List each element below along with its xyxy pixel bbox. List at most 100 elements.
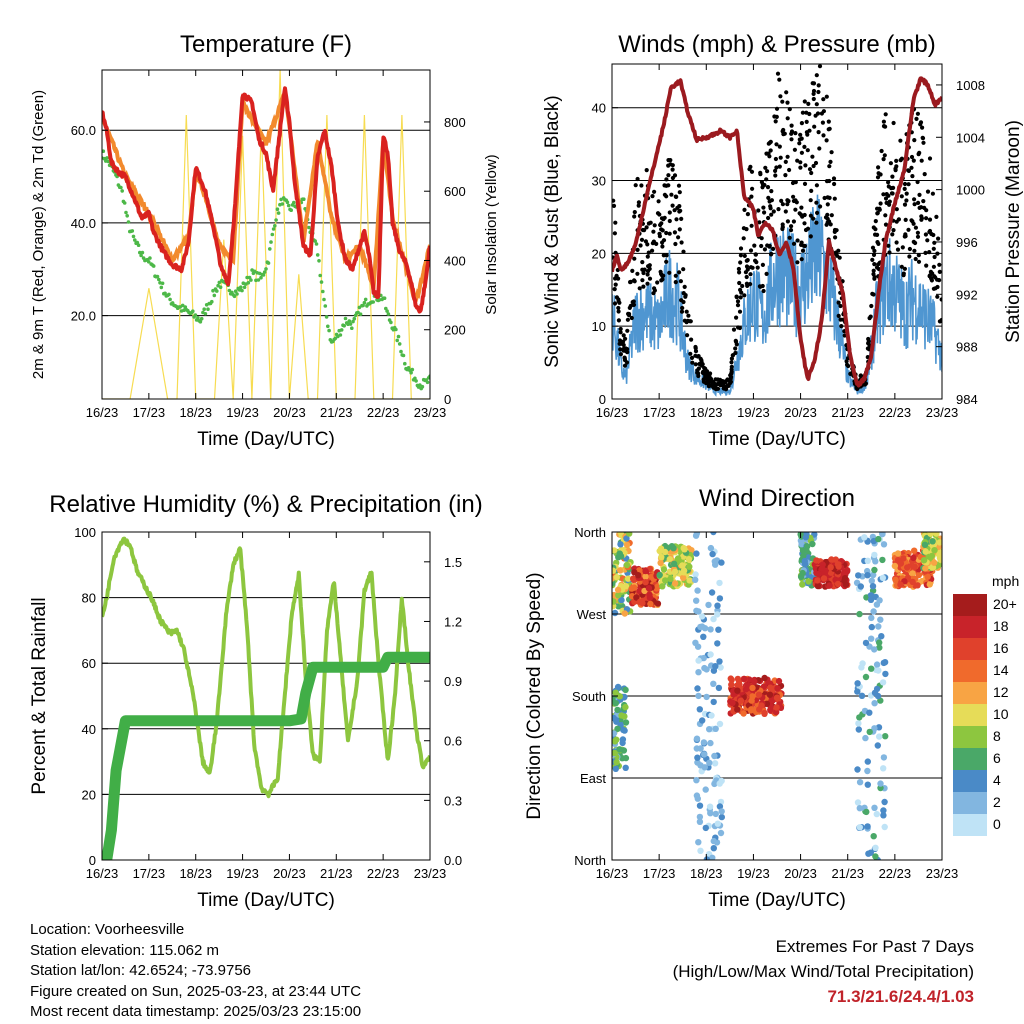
y-tick-label: 60 [82,656,96,671]
point-gust [621,333,626,338]
point-wind-direction [645,585,653,592]
point-gust [915,111,921,116]
point-gust [744,227,749,232]
point-gust [645,281,650,286]
point-gust [637,286,642,291]
point-gust [664,177,669,182]
point-dewpoint [317,259,321,263]
point-gust [792,147,798,152]
point-wind-direction [686,577,693,584]
point-gust [795,260,800,265]
point-dewpoint [217,280,222,285]
point-wind-direction [927,532,934,537]
point-wind-direction [658,553,665,561]
point-wind-direction [877,784,884,792]
point-gust [734,315,739,320]
point-wind-direction [872,558,879,565]
x-tick-label: 21/23 [831,405,864,420]
point-wind-direction [865,850,872,857]
point-gust [913,256,918,262]
point-gust [744,274,749,280]
point-gust [870,245,876,250]
point-wind-direction [818,565,826,572]
legend-swatch [953,792,987,814]
x-tick-label: 21/23 [831,866,864,881]
point-gust [613,276,618,281]
point-wind-direction [714,611,721,618]
point-wind-direction [800,552,807,560]
point-gust [737,309,743,314]
point-wind-direction [882,670,889,678]
point-wind-direction [854,688,861,695]
point-dewpoint [262,270,267,274]
point-wind-direction [702,824,709,832]
point-gust [639,183,644,188]
point-gust [685,333,690,338]
chart-title: Wind Direction [699,485,855,512]
point-gust [681,267,686,272]
point-dewpoint [136,243,141,247]
point-gust [802,99,807,104]
point-gust [767,244,772,249]
point-gust [701,377,706,382]
point-wind-direction [826,582,833,589]
point-wind-direction [694,754,701,761]
series-solar-insolation [102,70,430,399]
point-gust [655,280,660,285]
point-wind-direction [775,677,783,685]
point-gust [674,217,679,222]
point-gust [904,198,909,203]
point-wind-direction [696,818,704,825]
point-wind-direction [892,576,899,583]
point-gust [723,385,728,390]
x-axis-label: Time (Day/UTC) [708,890,846,911]
point-gust [939,297,942,302]
point-gust [883,196,889,201]
point-wind-direction [880,765,887,772]
point-gust [882,153,887,158]
point-wind-direction [749,684,756,692]
legend-label: 18 [993,618,1009,634]
point-wind-direction [924,573,931,580]
point-dewpoint [193,313,198,317]
point-wind-direction [909,578,916,586]
x-tick-label: 19/23 [226,405,259,420]
point-wind-direction [937,556,942,563]
point-gust [878,172,883,177]
legend-swatch [953,660,987,682]
point-wind-direction [747,707,754,714]
point-gust [781,127,786,133]
point-wind-direction [614,725,621,732]
legend-label: 8 [993,728,1001,744]
point-gust [645,242,650,247]
point-gust [761,288,766,294]
point-wind-direction [618,596,625,604]
y-tick-label: 100 [74,525,96,540]
point-wind-direction [660,566,668,573]
point-gust [876,241,881,246]
point-wind-direction [707,626,714,633]
point-gust [759,236,764,241]
point-gust [765,185,771,190]
point-gust [923,232,929,237]
point-gust [669,192,674,197]
point-wind-direction [862,639,870,647]
point-gust [642,267,647,272]
point-dewpoint [249,278,253,282]
legend-label: 20+ [993,596,1017,612]
point-wind-direction [674,555,682,562]
point-dewpoint [425,380,430,385]
point-gust [745,212,751,217]
point-dewpoint [363,297,368,302]
point-gust [873,219,878,224]
legend-label: 6 [993,750,1001,766]
point-gust [925,238,930,243]
point-gust [762,247,768,252]
point-gust [816,130,821,135]
point-wind-direction [805,578,812,585]
point-wind-direction [879,532,886,538]
point-gust [875,210,880,216]
point-dewpoint [394,327,398,332]
point-dewpoint [333,336,338,341]
point-gust [803,227,809,233]
